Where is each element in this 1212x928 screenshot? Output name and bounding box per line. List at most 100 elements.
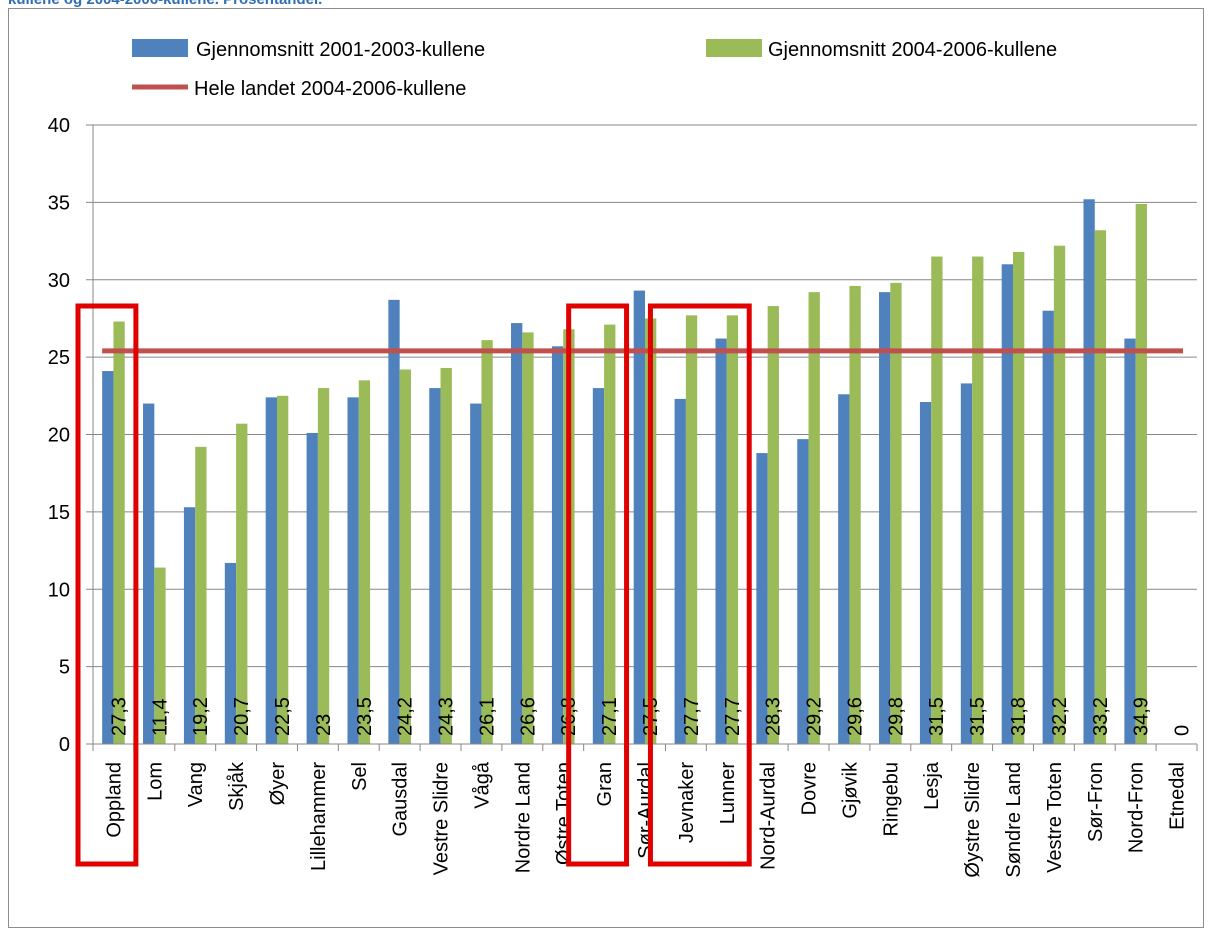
bar-series1 — [470, 403, 482, 744]
y-tick-label: 10 — [48, 579, 70, 601]
y-tick-label: 15 — [48, 502, 70, 524]
x-tick-label: Sør-Aurdal — [635, 762, 657, 859]
x-tick-label: Lesja — [921, 761, 943, 810]
data-label: 27,7 — [681, 697, 703, 736]
bar-series2 — [277, 395, 289, 744]
x-tick-label: Dovre — [799, 762, 821, 815]
x-tick-label: Nordre Land — [512, 762, 534, 873]
data-label: 31,5 — [967, 697, 989, 736]
legend-swatch-series2 — [706, 39, 762, 57]
data-label: 34,9 — [1131, 697, 1153, 736]
data-label: 29,6 — [844, 697, 866, 736]
bar-series1 — [633, 290, 645, 744]
data-label: 31,5 — [926, 697, 948, 736]
data-labels: 27,3 11,4 19,2 20,7 22,5 23 23,5 24,2 24,3 26,1 26… — [108, 697, 1193, 736]
bar-series2 — [808, 292, 820, 744]
bar-series2 — [113, 321, 125, 744]
bar-series2 — [522, 332, 534, 744]
data-label: 28,3 — [763, 697, 785, 736]
bar-series2 — [890, 282, 902, 744]
data-label: 22,5 — [272, 697, 294, 736]
x-tick-label: Vestre Slidre — [431, 762, 453, 875]
highlight-box — [75, 303, 139, 867]
x-tick-label: Sør-Fron — [1085, 762, 1107, 842]
y-tick-label: 20 — [48, 425, 70, 447]
x-tick-label: Øystre Slidre — [962, 762, 984, 878]
axes: 0 5 10 15 20 25 30 35 40 Oppland Lom Vang Skjåk Øyer L… — [48, 115, 1198, 878]
highlight-box — [647, 303, 752, 867]
x-tick-label: Søndre Land — [1003, 762, 1025, 878]
bar-series2 — [604, 324, 616, 744]
bar-series1 — [306, 432, 318, 744]
data-label: 0 — [1172, 725, 1194, 736]
bar-series1 — [224, 562, 237, 744]
bar-series2 — [1094, 230, 1107, 745]
highlight-box — [566, 303, 630, 867]
bar-series1 — [183, 507, 196, 744]
highlight-boxes — [75, 303, 752, 867]
x-tick-label: Østre Toten — [553, 762, 575, 865]
bar-series1 — [511, 323, 523, 744]
bar-series1 — [1001, 264, 1013, 744]
bar-series1 — [429, 388, 441, 744]
bar-series2 — [358, 380, 371, 744]
x-tick-label: Vestre Toten — [1044, 762, 1066, 873]
bar-series1 — [674, 398, 686, 744]
x-tick-label: Etnedal — [1167, 762, 1189, 830]
data-label: 27,7 — [722, 697, 744, 736]
x-tick-label: Vang — [185, 762, 207, 807]
data-label: 27,1 — [599, 697, 621, 736]
x-tick-label: Skjåk — [226, 761, 248, 811]
bar-series2 — [440, 367, 452, 744]
data-label: 23 — [313, 714, 335, 736]
x-tick-label: Nord-Fron — [1126, 762, 1148, 853]
bar-series1 — [715, 338, 727, 744]
bar-series2 — [931, 256, 943, 744]
data-label: 27,3 — [108, 697, 130, 736]
x-tick-label: Gausdal — [390, 762, 412, 837]
bar-series1 — [592, 388, 605, 744]
bar-series1 — [265, 397, 277, 744]
x-tick-label: Sel — [349, 762, 371, 791]
bar-series1 — [143, 403, 155, 744]
data-label: 33,2 — [1090, 697, 1112, 736]
bar-series2 — [154, 567, 166, 744]
data-label: 24,2 — [395, 697, 417, 736]
bar-series1 — [102, 371, 114, 744]
y-tick-label: 40 — [48, 115, 70, 137]
bar-series2 — [195, 446, 207, 744]
legend-swatch-series1 — [132, 39, 188, 57]
y-tick-label: 25 — [48, 347, 70, 369]
data-label: 20,7 — [231, 697, 253, 736]
data-label: 26,1 — [476, 697, 498, 736]
legend-label-series1: Gjennomsnitt 2001-2003-kullene — [196, 39, 485, 61]
bar-series2 — [1135, 203, 1147, 745]
bar-series1 — [347, 397, 359, 744]
data-label: 24,3 — [436, 697, 458, 736]
bar-series2 — [399, 369, 411, 744]
x-tick-label: Jevnaker — [676, 762, 698, 843]
bar-series2 — [972, 256, 984, 744]
legend: Gjennomsnitt 2001-2003-kullene Gjennomsn… — [132, 39, 1057, 100]
y-tick-label: 0 — [59, 734, 70, 756]
bar-series1 — [797, 439, 809, 744]
data-label: 32,2 — [1049, 697, 1071, 736]
legend-label-series2: Gjennomsnitt 2004-2006-kullene — [768, 39, 1057, 61]
bar-series1 — [388, 299, 400, 744]
bar-series1 — [960, 383, 973, 744]
bar-series2 — [317, 388, 330, 744]
bar-series2 — [1053, 245, 1066, 744]
bar-series1 — [1042, 310, 1054, 744]
x-tick-label: Lillehammer — [308, 762, 330, 871]
x-tick-label: Lom — [144, 762, 166, 801]
bar-series1 — [1124, 338, 1136, 744]
data-label: 29,8 — [885, 697, 907, 736]
bar-series1 — [756, 453, 768, 744]
x-tick-label: Gjøvik — [839, 761, 861, 819]
bar-series1 — [551, 346, 564, 744]
x-tick-label: Gran — [594, 762, 616, 806]
bar-series2 — [726, 315, 739, 744]
bar-series2 — [236, 423, 248, 744]
y-tick-label: 35 — [48, 192, 70, 214]
